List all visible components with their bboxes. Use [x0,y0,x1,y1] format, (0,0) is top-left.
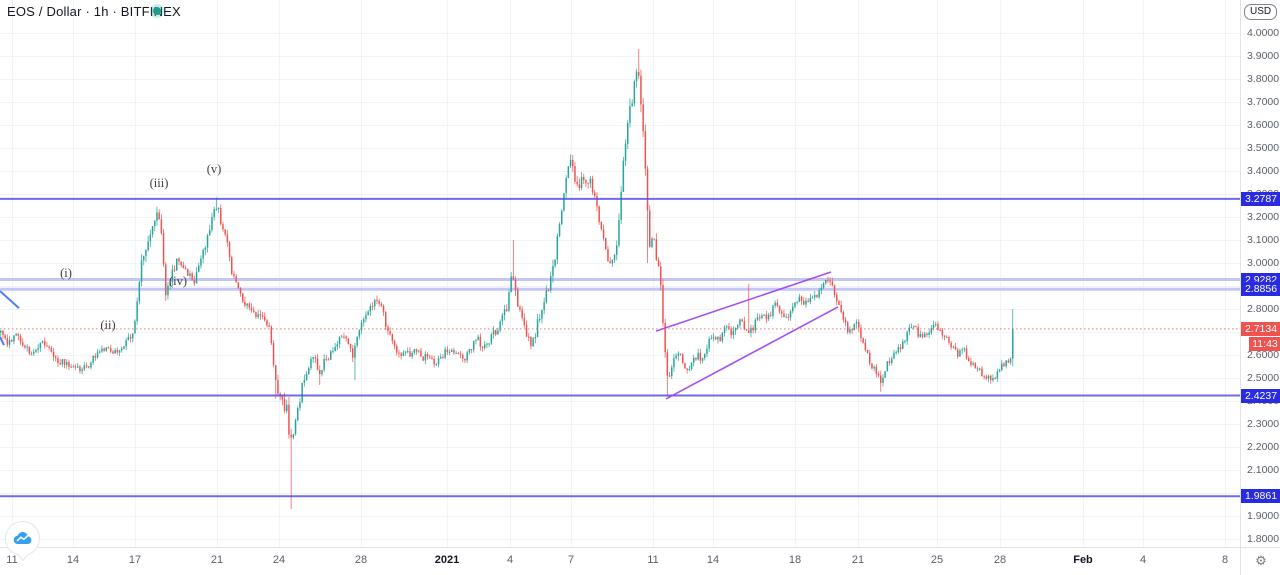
price-tick-label: 1.8000 [1247,533,1280,545]
channel-layer [655,271,839,400]
time-tick-label: 18 [788,554,802,566]
price-tick-label: 2.1000 [1247,464,1280,476]
time-tick-label: 11 [6,554,18,566]
currency-toggle-button[interactable]: USD [1244,4,1278,20]
time-tick-label: 11 [647,554,659,566]
level-price-label: 1.9861 [1241,489,1280,504]
price-tick-label: 3.8000 [1247,73,1280,85]
candles-layer [0,49,1014,510]
svg-text:(v): (v) [207,162,222,176]
svg-text:(i): (i) [60,266,72,280]
time-tick-label: Feb [1073,554,1093,566]
time-tick-label: 21 [210,554,224,566]
price-tick-label: 3.4000 [1247,165,1280,177]
price-tick-label: 3.7000 [1247,96,1280,108]
level-price-label: 2.8856 [1241,282,1280,297]
svg-text:(iv): (iv) [169,274,187,288]
price-tick-label: 4.0000 [1247,27,1280,39]
time-tick-label: 25 [930,554,944,566]
price-tick-label: 3.1000 [1247,234,1280,246]
level-price-label: 3.2787 [1241,191,1280,206]
chart-cloud-icon [13,532,31,545]
price-tick-label: 3.0000 [1247,257,1280,269]
time-tick-label: 4 [506,554,514,566]
symbol-title[interactable]: EOS / Dollar · 1h · BITFINEX [7,4,181,19]
level-price-label: 2.4237 [1241,388,1280,403]
price-tick-label: 2.2000 [1247,441,1280,453]
time-tick-label: 4 [1139,554,1147,566]
time-tick-label: 7 [567,554,575,566]
price-tick-label: 3.6000 [1247,119,1280,131]
price-tick-label: 1.9000 [1247,510,1280,522]
time-tick-label: 21 [851,554,865,566]
price-tick-label: 2.6000 [1247,349,1280,361]
time-tick-label: 28 [354,554,368,566]
price-tick-label: 3.5000 [1247,142,1280,154]
time-tick-label: 14 [66,554,80,566]
price-axis[interactable]: 4.0000 3.9000 3.8000 3.7000 3.6000 3.5000 3.40… [1240,0,1280,547]
price-tick-label: 2.8000 [1247,303,1280,315]
time-tick-label: 14 [706,554,720,566]
market-status-dot[interactable] [153,7,161,15]
svg-text:(ii): (ii) [100,318,115,332]
time-tick-label: 28 [993,554,1007,566]
grid-layer [0,0,1240,547]
support-lines-front-layer [0,197,1240,498]
support-lines-back-layer [0,278,1240,291]
price-tick-label: 3.2000 [1247,211,1280,223]
current-price-label: 2.7134 [1241,321,1280,336]
candlestick-chart[interactable]: (i) (ii) (iii) (iv) (v) [0,0,1240,547]
svg-text:(iii): (iii) [150,176,169,190]
bar-countdown-label: 11:43 [1249,336,1280,351]
price-tick-label: 3.9000 [1247,50,1280,62]
left-trendline-layer [0,290,20,346]
time-tick-label: 8 [1221,554,1229,566]
time-axis[interactable]: 11 14 17 21 24 28 2021 4 7 11 14 18 21 25 28 Feb 4 8 [0,547,1240,575]
time-tick-label: 2021 [434,554,460,566]
price-tick-label: 2.5000 [1247,372,1280,384]
wave-labels-layer: (i) (ii) (iii) (iv) (v) [60,162,221,332]
time-tick-label: 17 [128,554,142,566]
gear-icon[interactable]: ⚙ [1255,554,1267,569]
price-tick-label: 2.3000 [1247,418,1280,430]
broker-logo-badge[interactable] [5,521,40,556]
axis-settings-corner[interactable]: ⚙ [1240,547,1280,575]
time-tick-label: 24 [272,554,286,566]
